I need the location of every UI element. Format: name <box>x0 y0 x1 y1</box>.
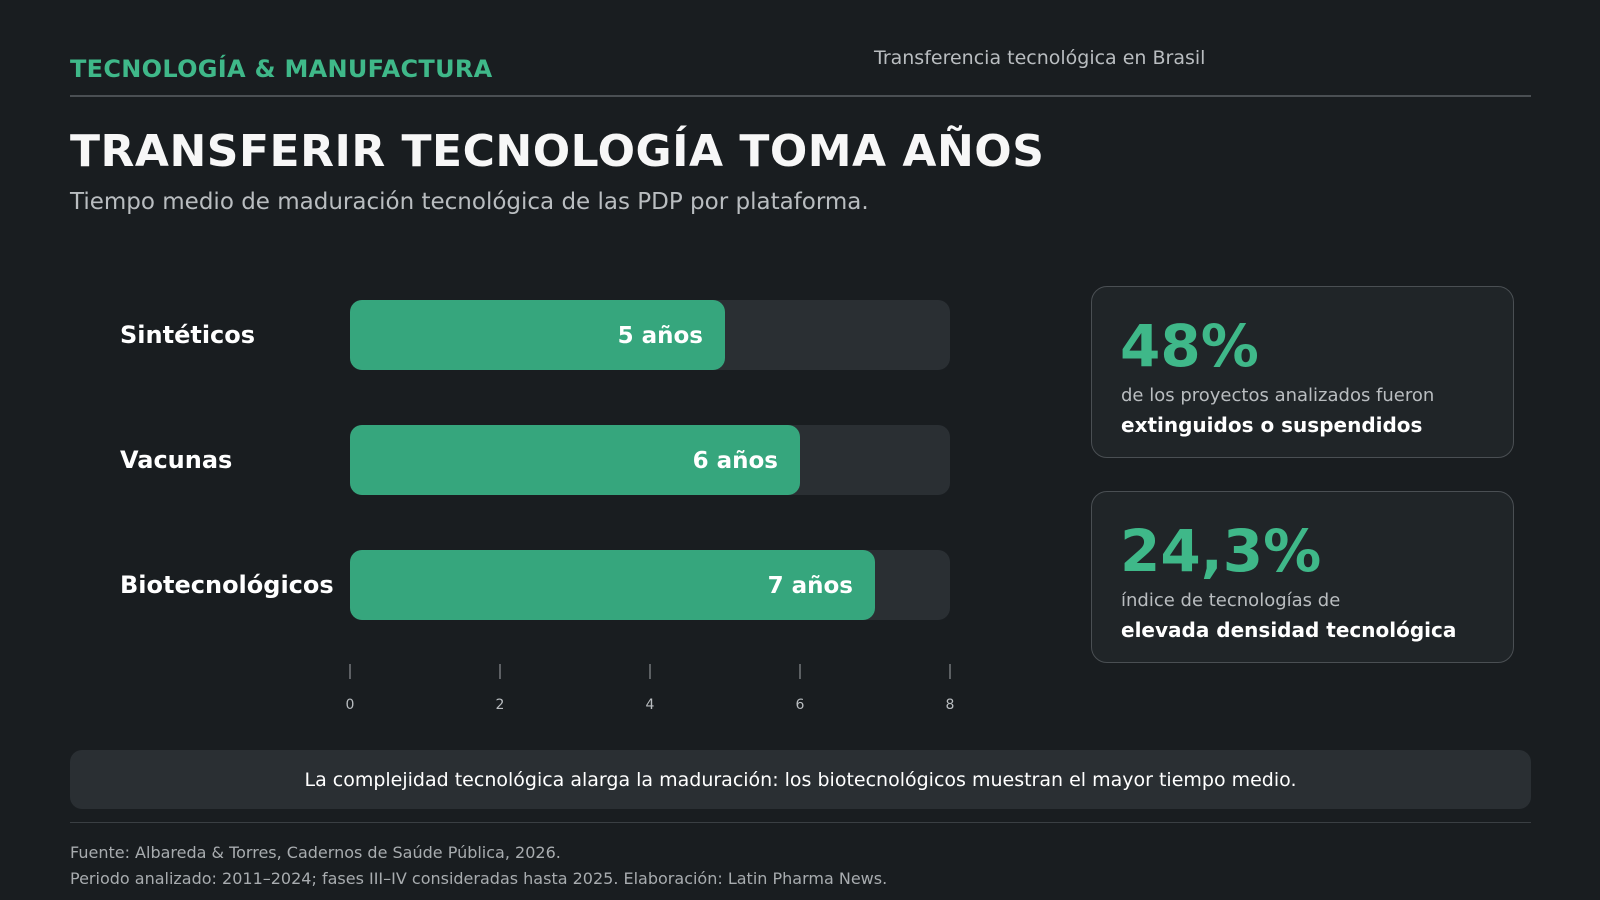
topic-label: Transferencia tecnológica en Brasil <box>874 47 1206 69</box>
x-tick-label: 2 <box>496 697 505 713</box>
bar-biotecnologicos <box>350 550 875 620</box>
stat-emphasis: elevada densidad tecnológica <box>1121 618 1457 642</box>
stat-value: 24,3% <box>1120 517 1322 585</box>
period-note: Periodo analizado: 2011–2024; fases III–… <box>70 869 888 888</box>
x-tick-label: 0 <box>346 697 355 713</box>
value-label-sinteticos: 5 años <box>618 323 703 349</box>
x-tick-label: 8 <box>946 697 955 713</box>
stat-value: 48% <box>1120 312 1259 380</box>
bar-chart: Sintéticos 5 años Vacunas 6 años Biotecnológ… <box>120 300 955 713</box>
category-label-sinteticos: Sintéticos <box>120 321 255 349</box>
page-title: TRANSFERIR TECNOLOGÍA TOMA AÑOS <box>70 126 1045 177</box>
stat-emphasis: extinguidos o suspendidos <box>1121 413 1423 437</box>
stat-card-projects: 48% de los proyectos analizados fueron e… <box>1091 286 1514 458</box>
x-tick-label: 4 <box>646 697 655 713</box>
section-kicker: TECNOLOGÍA & MANUFACTURA <box>70 55 493 83</box>
source-note: Fuente: Albareda & Torres, Cadernos de S… <box>70 843 561 862</box>
stat-card-density: 24,3% índice de tecnologías de elevada d… <box>1091 491 1514 663</box>
value-label-biotecnologicos: 7 años <box>768 573 853 599</box>
stat-description: índice de tecnologías de <box>1121 590 1341 611</box>
bar-sinteticos <box>350 300 725 370</box>
category-label-biotecnologicos: Biotecnológicos <box>120 571 334 599</box>
stat-description: de los proyectos analizados fueron <box>1121 385 1435 406</box>
bar-vacunas <box>350 425 800 495</box>
takeaway-banner: La complejidad tecnológica alarga la mad… <box>70 750 1531 809</box>
header-divider <box>70 95 1531 97</box>
takeaway-text: La complejidad tecnológica alarga la mad… <box>304 768 1297 791</box>
footer-divider <box>70 822 1531 823</box>
x-tick-label: 6 <box>796 697 805 713</box>
page-subtitle: Tiempo medio de maduración tecnológica d… <box>70 189 869 215</box>
value-label-vacunas: 6 años <box>693 448 778 474</box>
category-label-vacunas: Vacunas <box>120 446 232 474</box>
